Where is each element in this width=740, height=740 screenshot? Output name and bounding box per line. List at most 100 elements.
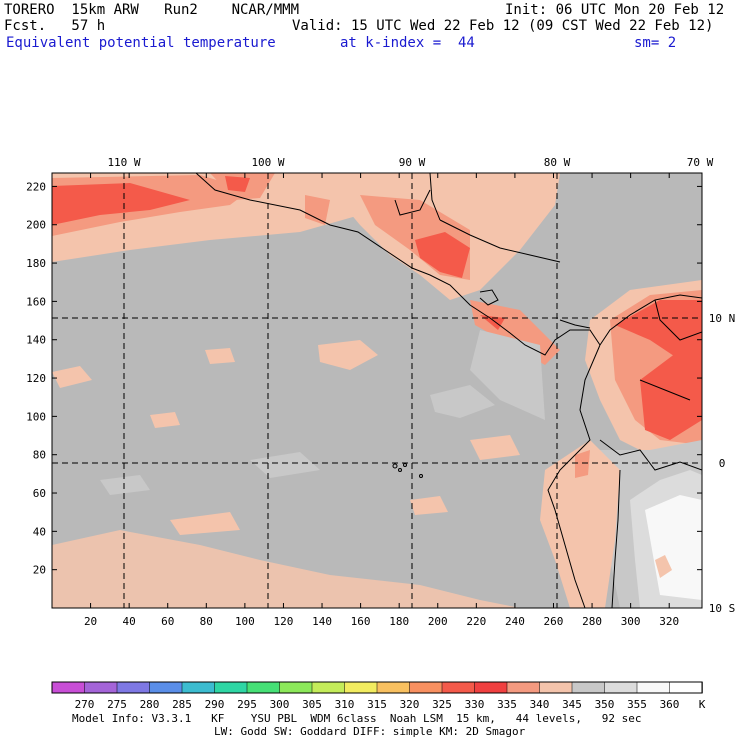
model-title: TORERO 15km ARW Run2 NCAR/MMM xyxy=(4,2,300,18)
theta-e-south-band xyxy=(52,530,520,608)
y-tick-label: 160 xyxy=(26,295,46,308)
legend-swatch xyxy=(571,681,606,694)
legend-value: 290 xyxy=(205,698,225,711)
field-name: Equivalent potential temperature xyxy=(6,35,276,51)
x-tick-label: 320 xyxy=(659,615,679,628)
legend-swatch xyxy=(279,681,313,694)
x-tick-label: 280 xyxy=(582,615,602,628)
model-physics: LW: Godd SW: Goddard DIFF: simple KM: 2D… xyxy=(214,725,526,738)
legend-swatch xyxy=(246,681,281,694)
legend-swatch xyxy=(214,681,248,694)
legend-swatch xyxy=(604,681,638,694)
longitude-label: 110 W xyxy=(107,156,140,169)
legend-value: 350 xyxy=(595,698,615,711)
theta-e-ocean-patch xyxy=(150,412,180,428)
legend-swatch xyxy=(669,681,703,694)
level-index: at k-index = 44 xyxy=(340,35,475,51)
legend-value: 295 xyxy=(237,698,257,711)
theta-e-band-335-east xyxy=(640,350,702,440)
x-tick-label: 300 xyxy=(621,615,641,628)
legend-swatch xyxy=(636,681,671,694)
legend-swatch xyxy=(311,681,346,694)
y-tick-label: 100 xyxy=(26,410,46,423)
y-tick-label: 180 xyxy=(26,257,46,270)
legend-swatch xyxy=(344,681,378,694)
legend-swatch xyxy=(51,681,86,694)
latitude-label: 10 N xyxy=(709,312,736,325)
y-tick-label: 20 xyxy=(33,564,46,577)
y-tick-label: 200 xyxy=(26,219,46,232)
legend-value: 325 xyxy=(432,698,452,711)
theta-e-patch-340 xyxy=(305,195,330,225)
y-tick-label: 80 xyxy=(33,449,46,462)
legend-value: 270 xyxy=(75,698,95,711)
theta-e-ocean-patch xyxy=(470,435,520,460)
latitude-label: 10 S xyxy=(709,602,736,615)
theta-e-ocean-patch xyxy=(170,512,240,535)
y-tick-label: 40 xyxy=(33,525,46,538)
x-tick-label: 60 xyxy=(161,615,174,628)
color-legend: 270 275 280 285 290 295 300 305 310 315 320 325 330 3… xyxy=(51,681,706,711)
theta-e-ocean-patch xyxy=(318,340,378,370)
legend-swatch xyxy=(181,681,216,694)
x-tick-label: 240 xyxy=(505,615,525,628)
legend-value: 330 xyxy=(465,698,485,711)
x-tick-label: 140 xyxy=(312,615,332,628)
x-tick-label: 160 xyxy=(351,615,371,628)
theta-e-ocean-patch xyxy=(205,348,235,364)
theta-e-ocean-patch-gray xyxy=(470,330,545,420)
longitude-label: 80 W xyxy=(544,156,571,169)
longitude-labels: 110 W 100 W 90 W 80 W 70 W xyxy=(107,156,713,169)
theta-e-band-345-peru xyxy=(540,440,620,608)
legend-swatch xyxy=(376,681,411,694)
model-info: Model Info: V3.3.1 KF YSU PBL WDM 6class… xyxy=(72,712,642,725)
y-tick-label: 140 xyxy=(26,334,46,347)
theta-e-band-335-west xyxy=(52,183,190,225)
theta-e-patch-340-ecuador xyxy=(575,450,590,478)
legend-swatch xyxy=(116,681,151,694)
legend-unit: K xyxy=(699,698,706,711)
legend-value: 285 xyxy=(172,698,192,711)
x-tick-label: 20 xyxy=(84,615,97,628)
legend-value: 335 xyxy=(497,698,517,711)
legend-frame xyxy=(51,681,703,694)
coastlines xyxy=(195,173,702,608)
legend-value: 275 xyxy=(107,698,127,711)
forecast-hour: Fcst. 57 h xyxy=(4,18,106,34)
legend-value: 355 xyxy=(627,698,647,711)
theta-e-band-335-north xyxy=(615,300,702,360)
x-axis-ticks: 20 40 60 80 100 120 140 160 180 200 220 240 260 280 30… xyxy=(84,173,679,628)
legend-swatch xyxy=(441,681,476,694)
x-tick-label: 80 xyxy=(200,615,213,628)
x-tick-label: 120 xyxy=(274,615,294,628)
x-tick-label: 220 xyxy=(466,615,486,628)
theta-e-band-335-panama xyxy=(480,315,505,330)
legend-value: 345 xyxy=(562,698,582,711)
theta-e-ocean-patch xyxy=(52,366,92,388)
legend-swatch xyxy=(506,681,541,694)
legend-swatch xyxy=(539,681,573,694)
legend-value: 320 xyxy=(400,698,420,711)
theta-e-band-335-central xyxy=(415,232,470,278)
legend-value: 305 xyxy=(302,698,322,711)
x-tick-label: 260 xyxy=(544,615,564,628)
x-tick-label: 180 xyxy=(389,615,409,628)
legend-value: 300 xyxy=(270,698,290,711)
field-shading xyxy=(52,173,702,608)
theta-e-ocean-patch-gray xyxy=(100,475,150,495)
legend-swatch xyxy=(474,681,508,694)
legend-value: 360 xyxy=(660,698,680,711)
x-tick-label: 100 xyxy=(235,615,255,628)
y-tick-label: 60 xyxy=(33,487,46,500)
valid-time: Valid: 15 UTC Wed 22 Feb 12 (09 CST Wed … xyxy=(292,18,714,34)
y-tick-label: 220 xyxy=(26,180,46,193)
longitude-label: 100 W xyxy=(251,156,284,169)
smoothing-label: sm= 2 xyxy=(634,35,677,51)
legend-swatch xyxy=(149,681,183,694)
theta-e-ocean-patch xyxy=(410,496,448,515)
x-tick-label: 200 xyxy=(428,615,448,628)
init-time: Init: 06 UTC Mon 20 Feb 12 xyxy=(505,2,725,18)
y-axis-ticks: 20 40 60 80 100 120 140 160 180 200 220 xyxy=(26,180,702,577)
legend-swatch xyxy=(84,681,118,694)
